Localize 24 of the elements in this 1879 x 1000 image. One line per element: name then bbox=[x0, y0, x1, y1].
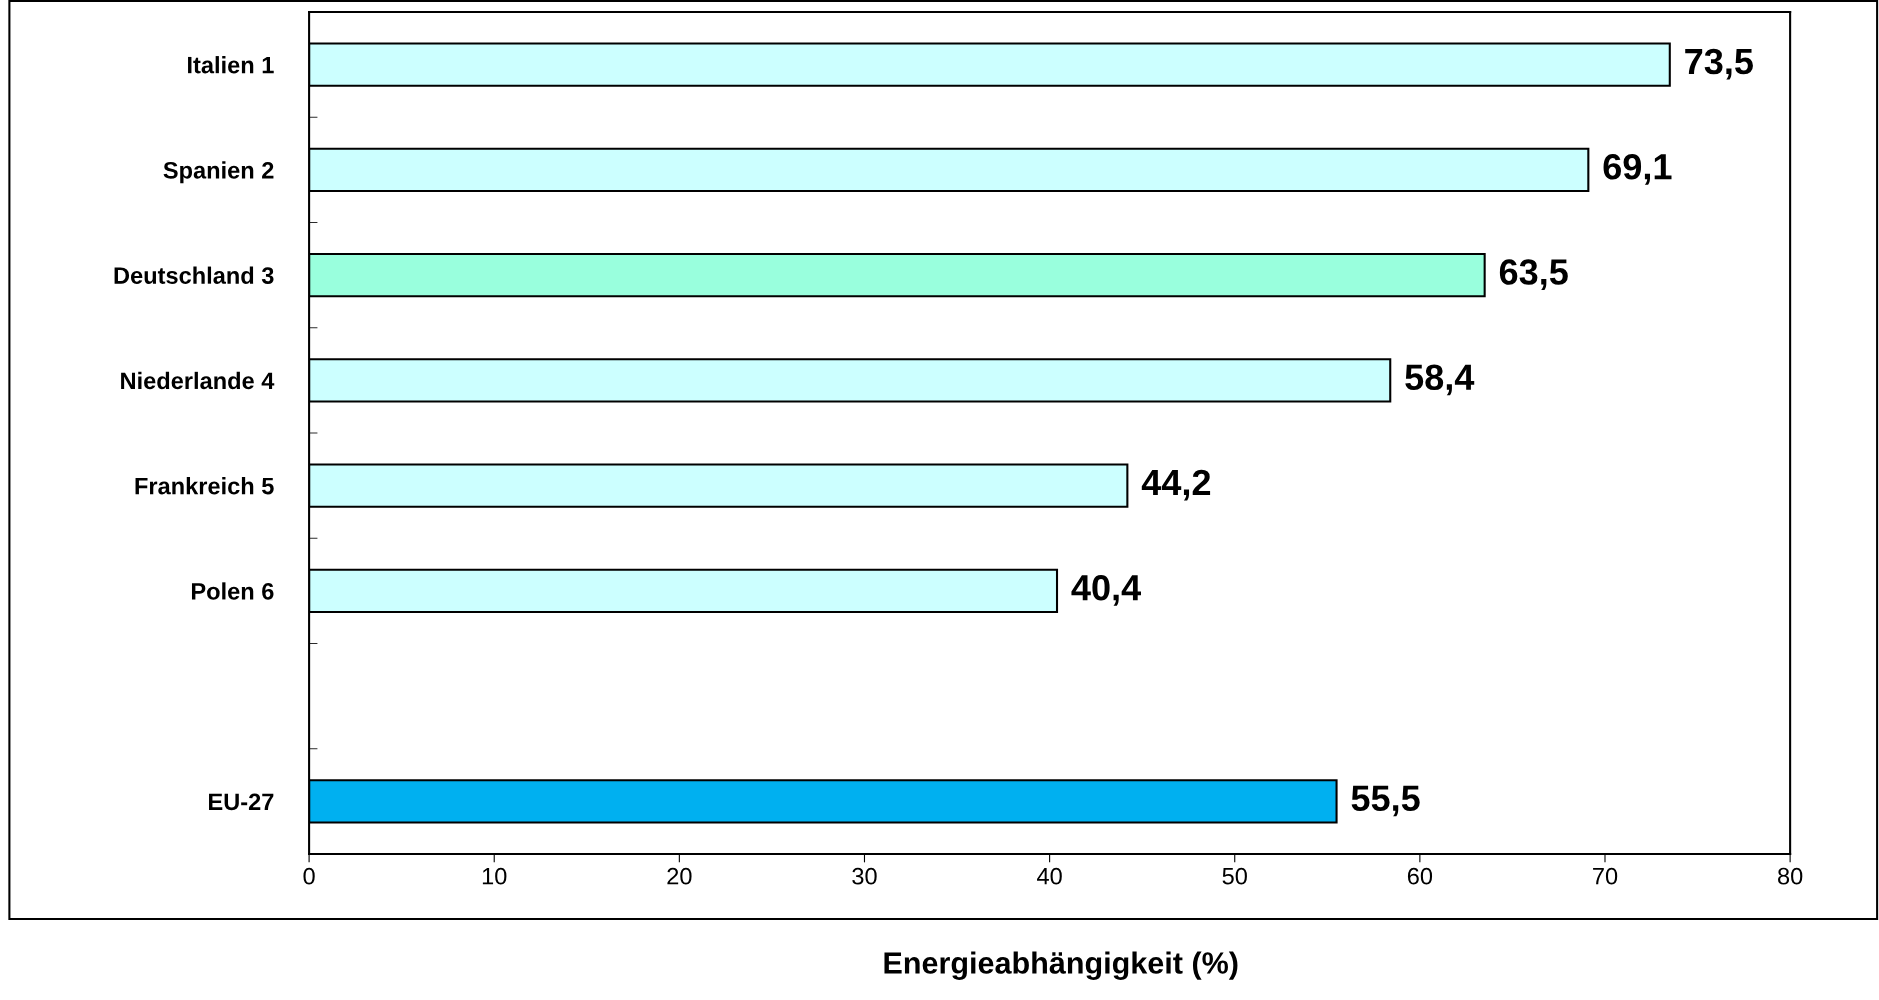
data-label: 55,5 bbox=[1351, 785, 1420, 817]
x-tick-label: 50 bbox=[1222, 867, 1247, 885]
x-tick-label: 80 bbox=[1778, 867, 1803, 885]
data-label: 69,1 bbox=[1603, 154, 1672, 185]
x-tick-label: 40 bbox=[1037, 867, 1062, 885]
x-tick-label: 20 bbox=[667, 867, 692, 885]
data-label: 63,5 bbox=[1499, 259, 1568, 291]
data-label: 58,4 bbox=[1405, 364, 1475, 396]
y-tick-label: Deutschland 3 bbox=[114, 266, 274, 284]
x-tick-label: 30 bbox=[852, 867, 877, 885]
y-tick-label: Frankreich 5 bbox=[135, 477, 274, 495]
x-axis-title: Energieabhängigkeit (%) bbox=[884, 951, 1238, 980]
x-tick-label: 70 bbox=[1593, 867, 1618, 885]
y-tick-label: Polen 6 bbox=[191, 582, 274, 600]
x-tick-label: 0 bbox=[303, 867, 315, 885]
y-tick-label: EU-27 bbox=[209, 793, 274, 811]
data-label: 73,5 bbox=[1685, 48, 1753, 80]
x-tick-label: 60 bbox=[1407, 867, 1433, 885]
data-label: 40,4 bbox=[1071, 575, 1141, 606]
y-tick-label: Spanien 2 bbox=[163, 161, 274, 184]
y-tick-label: Niederlande 4 bbox=[121, 371, 275, 390]
x-tick-label: 10 bbox=[482, 867, 507, 885]
data-label: 44,2 bbox=[1141, 469, 1211, 501]
y-tick-label: Italien 1 bbox=[188, 56, 274, 74]
